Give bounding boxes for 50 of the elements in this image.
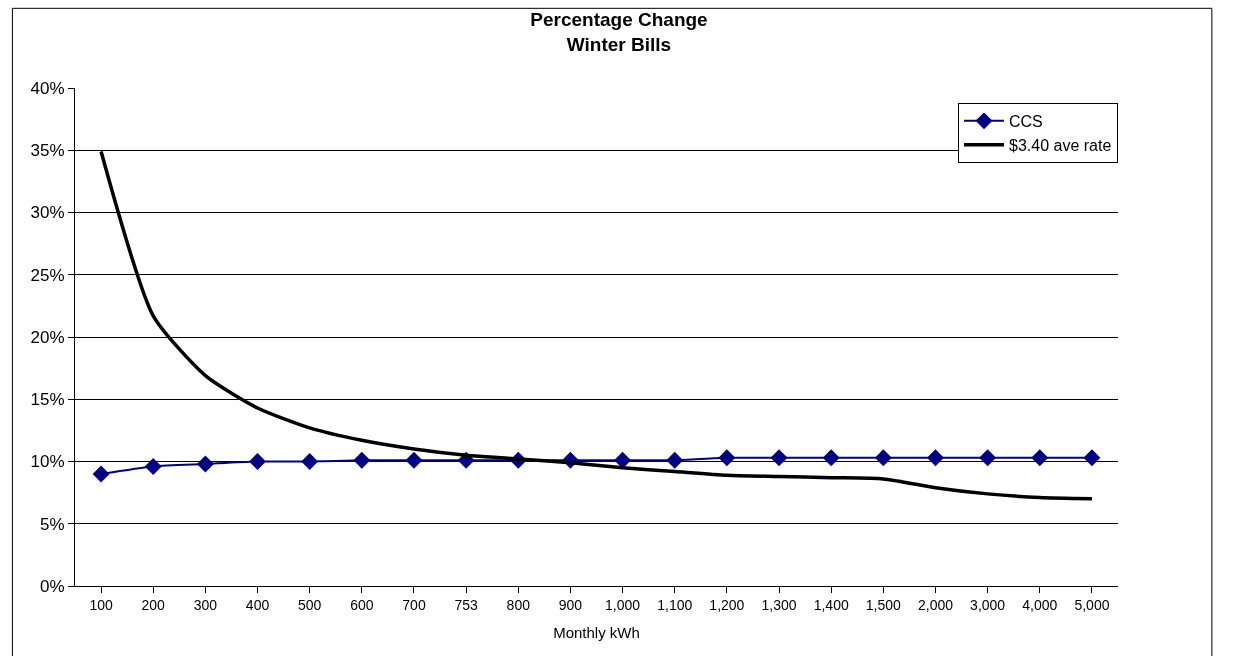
point [927,449,944,467]
x-tick-label: 5,000 [1074,596,1110,613]
point [614,451,632,469]
y-tick-label: 5% [40,514,65,534]
point [144,458,162,475]
x-tick-label: 600 [350,596,374,613]
y-tick-label: 40% [30,78,65,98]
x-tick-label: 1,300 [761,596,797,613]
x-tick-label: 400 [245,596,270,613]
x-tick-label: 900 [558,596,583,613]
x-tick-label: 4,000 [1022,596,1058,613]
x-tick-label: 1,400 [813,596,849,613]
x-axis-title: Monthly kWh [553,623,640,641]
point [405,451,423,469]
y-tick-label: 20% [30,327,65,347]
x-tick-label: 800 [506,596,531,613]
chart-title: Percentage Change Winter Bills [530,9,708,55]
x-tick-label: 3,000 [970,596,1006,613]
legend-label: CCS [1009,113,1043,131]
x-tick-label: 1,500 [865,596,902,613]
x-tick-label: 2,000 [917,596,954,613]
y-tick-label: 35% [30,141,65,161]
point [770,449,788,467]
legend-label: $3.40 ave rate [1009,136,1112,154]
point [353,451,371,469]
point [666,451,684,469]
point [249,453,266,470]
point [92,465,110,483]
y-tick-label: 30% [30,203,65,223]
point [979,449,997,467]
y-tick-label: 15% [30,390,65,410]
point [718,449,736,467]
y-tick-label: 25% [30,265,65,285]
x-tick-label: 700 [402,596,426,613]
point [822,449,840,467]
x-tick-label: 753 [454,596,479,613]
x-tick-label: 100 [89,596,113,613]
point [1083,449,1101,467]
x-tick-label: 1,100 [657,596,693,613]
x-tick-label: 500 [298,596,322,613]
y-tick-label: 10% [30,452,65,472]
point [301,453,319,470]
point [874,449,892,467]
x-tick-label: 200 [141,596,166,613]
x-tick-label: 300 [193,596,218,613]
point [1031,449,1049,467]
x-tick-label: 1,000 [605,596,641,613]
x-tick-label: 1,200 [709,596,745,613]
point [196,455,214,473]
y-tick-label: 0% [40,576,65,596]
